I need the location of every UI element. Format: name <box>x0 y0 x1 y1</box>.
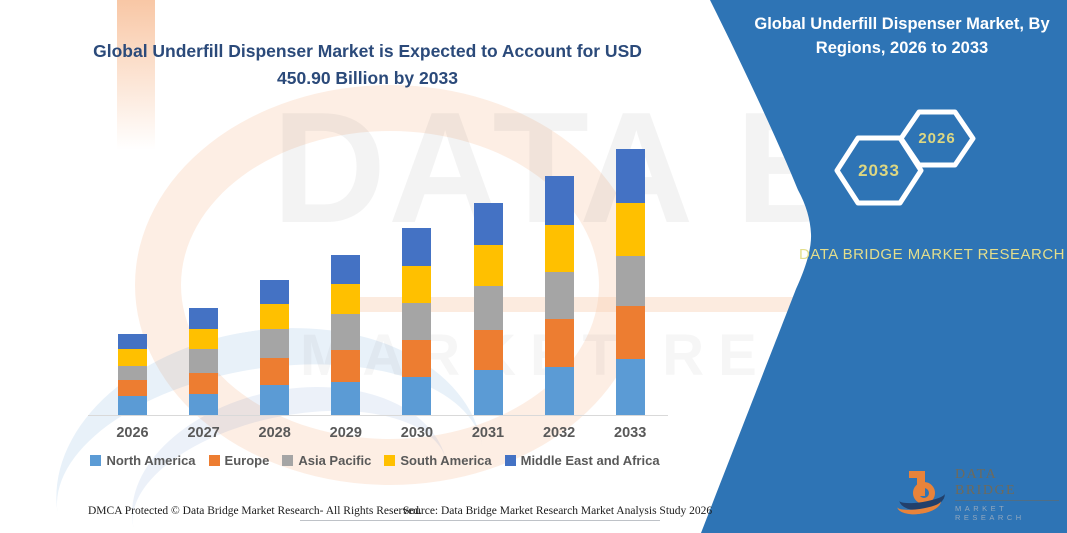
bar-segment <box>544 175 574 226</box>
bar-segment <box>473 285 503 331</box>
legend-label: Middle East and Africa <box>520 453 660 468</box>
source-note: Source: Data Bridge Market Research Mark… <box>403 505 713 517</box>
chart-legend: North America Europe Asia Pacific South Ame… <box>60 453 690 468</box>
x-axis-tick-label: 2033 <box>614 425 647 441</box>
bar-segment <box>260 357 290 386</box>
company-logo: DATA BRIDGE MARKET RESEARCH <box>895 466 1059 522</box>
bar-segment <box>189 307 219 330</box>
bar-2032 <box>544 175 574 415</box>
legend-item: South America <box>384 453 492 468</box>
legend-color-chip <box>504 455 516 466</box>
bar-segment <box>402 340 432 378</box>
legend-label: Asia Pacific <box>298 453 372 468</box>
legend-color-chip <box>384 455 396 466</box>
bar-segment <box>189 372 219 395</box>
bar-segment <box>615 256 645 306</box>
bar-2028 <box>260 280 290 415</box>
x-axis-tick-label: 2030 <box>400 425 434 441</box>
legend-label: South America <box>400 453 492 468</box>
legend-label: Europe <box>224 453 270 468</box>
legend-item: Middle East and Africa <box>504 453 660 468</box>
panel-title: Global Underfill Dispenser Market, By Re… <box>754 15 1050 57</box>
bar-segment <box>473 202 503 246</box>
bar-segment <box>260 329 290 358</box>
bar-segment <box>402 266 432 303</box>
bar-2030 <box>402 228 432 415</box>
legend-label: North America <box>106 453 196 468</box>
bar-segment <box>402 228 432 267</box>
bar-2029 <box>331 255 361 415</box>
bar-segment <box>331 382 361 415</box>
bar-segment <box>189 329 219 350</box>
bar-segment <box>118 366 147 381</box>
bar-segment <box>260 280 290 305</box>
bar-segment <box>331 350 361 383</box>
bar-segment <box>544 271 574 320</box>
stacked-bar-plot <box>88 130 668 415</box>
bar-segment <box>544 225 574 272</box>
chart-title: Global Underfill Dispenser Market is Exp… <box>93 41 642 89</box>
bar-segment <box>473 370 503 415</box>
bar-segment <box>473 330 503 371</box>
bar-segment <box>331 255 361 285</box>
legend-item: North America <box>90 453 196 468</box>
x-axis-tick-label: 2028 <box>258 425 291 441</box>
bar-segment <box>402 302 432 341</box>
x-axis-tick-label: 2031 <box>471 425 505 441</box>
dmca-notice: DMCA Protected © Data Bridge Market Rese… <box>88 505 422 517</box>
bar-2033 <box>615 149 645 415</box>
bar-segment <box>260 304 290 330</box>
company-logo-icon <box>895 468 947 520</box>
legend-color-chip <box>208 455 220 466</box>
bar-segment <box>189 349 219 373</box>
bar-segment <box>331 284 361 315</box>
x-axis-tick-label: 2027 <box>187 425 220 441</box>
x-axis-labels: 2026 2027 2028 2029 2030 2031 2032 2033 <box>88 425 668 443</box>
bar-segment <box>118 396 147 415</box>
bar-segment <box>544 367 574 415</box>
logo-subtitle: MARKET RESEARCH <box>955 503 1025 522</box>
brand-text: DATA BRIDGE MARKET RESEARCH <box>798 246 1066 263</box>
logo-name: DATA BRIDGE <box>955 467 1059 501</box>
bar-segment <box>260 385 290 415</box>
bar-segment <box>189 394 219 415</box>
legend-color-chip <box>90 455 102 466</box>
x-axis-tick-label: 2029 <box>329 425 362 441</box>
bar-segment <box>118 333 147 350</box>
legend-item: Europe <box>208 453 270 468</box>
hexagon-2033-label: 2033 <box>858 161 900 180</box>
legend-color-chip <box>282 455 294 466</box>
bar-2027 <box>189 307 219 415</box>
bar-segment <box>615 202 645 257</box>
bar-2031 <box>473 202 503 415</box>
x-axis-tick-label: 2026 <box>116 425 149 441</box>
hexagon-2026-label: 2026 <box>918 130 956 147</box>
legend-item: Asia Pacific <box>282 453 371 468</box>
bar-segment <box>615 305 645 360</box>
bar-2026 <box>118 333 147 415</box>
bar-segment <box>615 359 645 415</box>
bar-segment <box>544 319 574 368</box>
hexagon-2026 <box>898 109 976 168</box>
bar-segment <box>118 380 147 397</box>
bar-segment <box>473 245 503 286</box>
bar-segment <box>331 314 361 351</box>
x-axis-line <box>88 415 668 416</box>
bar-segment <box>118 349 147 367</box>
bar-segment <box>615 149 645 203</box>
x-axis-tick-label: 2032 <box>542 425 576 441</box>
bar-segment <box>402 377 432 415</box>
